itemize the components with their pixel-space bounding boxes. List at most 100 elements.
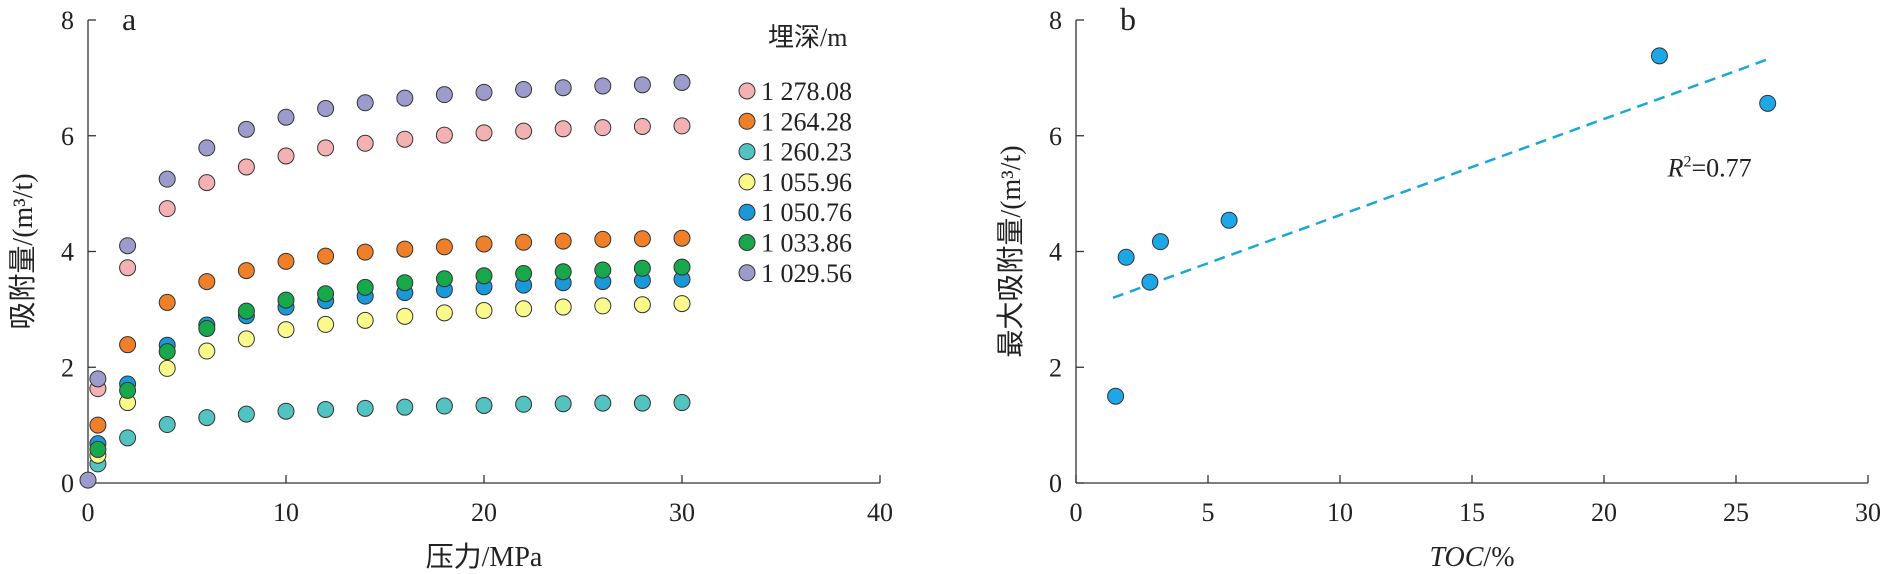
data-point-s3: [435, 397, 453, 415]
legend-marker-s2: [738, 112, 756, 130]
data-point-s7: [119, 237, 137, 255]
r-value: =0.77: [1691, 153, 1751, 182]
data-point-s6: [277, 291, 295, 309]
data-point-s1: [198, 174, 216, 192]
x-tick-label: 40: [867, 498, 893, 527]
data-point-s6: [515, 264, 533, 282]
data-point-s1: [237, 158, 255, 176]
r-superscript: 2: [1683, 153, 1691, 170]
legend-label: 1 264.28: [761, 107, 852, 136]
x-tick-label: 10: [273, 498, 299, 527]
data-point-s6: [317, 285, 335, 303]
data-point-s7: [277, 108, 295, 126]
x-tick-label: 30: [1855, 498, 1880, 527]
data-point-s4: [475, 302, 493, 320]
data-point-s3: [198, 409, 216, 427]
y-tick-label: 4: [61, 238, 74, 267]
data-point-s2: [89, 416, 107, 434]
data-point-s2: [356, 243, 374, 261]
legend-title: 埋深/m: [768, 23, 847, 52]
legend-marker-s6: [738, 234, 756, 251]
data-point-s2: [198, 273, 216, 291]
x-tick-label: 0: [1070, 498, 1083, 527]
data-point: [1650, 47, 1668, 65]
data-point-s6: [356, 278, 374, 296]
data-point-s1: [515, 122, 533, 140]
data-point-s3: [158, 416, 176, 434]
data-point-s3: [515, 395, 533, 413]
panel-a: 0 10 20 30 40 0 2 4 6 8 a 压力/MPa 吸附量/(m³/t) 埋深/m 1 278…: [7, 1, 893, 573]
y-tick-label: 6: [61, 122, 74, 151]
data-point-s1: [435, 126, 453, 144]
data-point: [1107, 387, 1125, 405]
data-point-s4: [435, 304, 453, 322]
data-point-s3: [633, 394, 651, 412]
data-point-s7: [435, 86, 453, 104]
data-point-origin: [79, 471, 97, 489]
data-point-s6: [435, 270, 453, 288]
data-point-s6: [198, 319, 216, 337]
data-point-s2: [237, 262, 255, 280]
data-point: [1151, 233, 1169, 251]
data-point-s6: [89, 440, 107, 458]
data-point-s1: [594, 119, 612, 137]
data-point-s4: [356, 311, 374, 329]
data-point-s7: [158, 170, 176, 188]
data-point-s2: [158, 293, 176, 311]
legend-label: 1 050.76: [761, 198, 852, 227]
data-point-s2: [594, 230, 612, 248]
data-point-s6: [554, 263, 572, 281]
data-point-s2: [119, 336, 137, 354]
data-point-s6: [475, 267, 493, 285]
legend-marker-s3: [738, 143, 756, 161]
legend-marker-s7: [738, 264, 756, 282]
data-point-s4: [554, 298, 572, 316]
data-point-s4: [673, 295, 691, 313]
x-axis-title-var: TOC: [1429, 542, 1483, 573]
data-point-s2: [396, 240, 414, 258]
y-tick-label: 0: [1049, 469, 1062, 498]
data-point-s4: [317, 315, 335, 333]
x-tick-label: 20: [1591, 498, 1617, 527]
data-point-s3: [396, 398, 414, 416]
x-tick-label: 5: [1202, 498, 1215, 527]
data-point-s4: [277, 321, 295, 339]
y-axis-title: 吸附量/(m³/t): [7, 173, 39, 329]
data-point-s1: [673, 117, 691, 135]
data-point-s1: [158, 200, 176, 218]
y-tick-label: 2: [61, 353, 74, 382]
data-point-s7: [396, 89, 414, 107]
data-point-s1: [396, 130, 414, 148]
data-point-s7: [475, 83, 493, 101]
y-axis-title: 最大吸附量/(m³/t): [995, 145, 1027, 357]
data-point-s7: [198, 139, 216, 157]
data-point-s3: [119, 429, 137, 447]
data-point-s3: [356, 399, 374, 417]
data-point-s2: [317, 247, 335, 265]
data-point-s3: [554, 395, 572, 413]
data-point-s7: [594, 77, 612, 95]
data-point-s7: [317, 100, 335, 118]
data-point-s3: [237, 405, 255, 423]
data-point-s6: [594, 261, 612, 279]
data-point-s4: [237, 330, 255, 348]
data-point-s4: [396, 307, 414, 325]
data-point-s7: [356, 94, 374, 112]
data-point-s7: [633, 76, 651, 94]
data-point-s3: [317, 400, 335, 418]
x-tick-label: 25: [1723, 498, 1749, 527]
data-point: [1117, 248, 1135, 266]
data-point-s3: [673, 394, 691, 412]
data-point-s4: [515, 300, 533, 318]
panel-label: b: [1120, 1, 1136, 37]
legend-label: 1 055.96: [761, 168, 852, 197]
data-point-s4: [633, 296, 651, 314]
data-point-s4: [594, 297, 612, 315]
y-tick-label: 0: [61, 469, 74, 498]
data-point-s6: [396, 274, 414, 292]
legend-marker-s4: [738, 173, 756, 191]
x-tick-label: 10: [1327, 498, 1353, 527]
data-point-s6: [158, 343, 176, 361]
